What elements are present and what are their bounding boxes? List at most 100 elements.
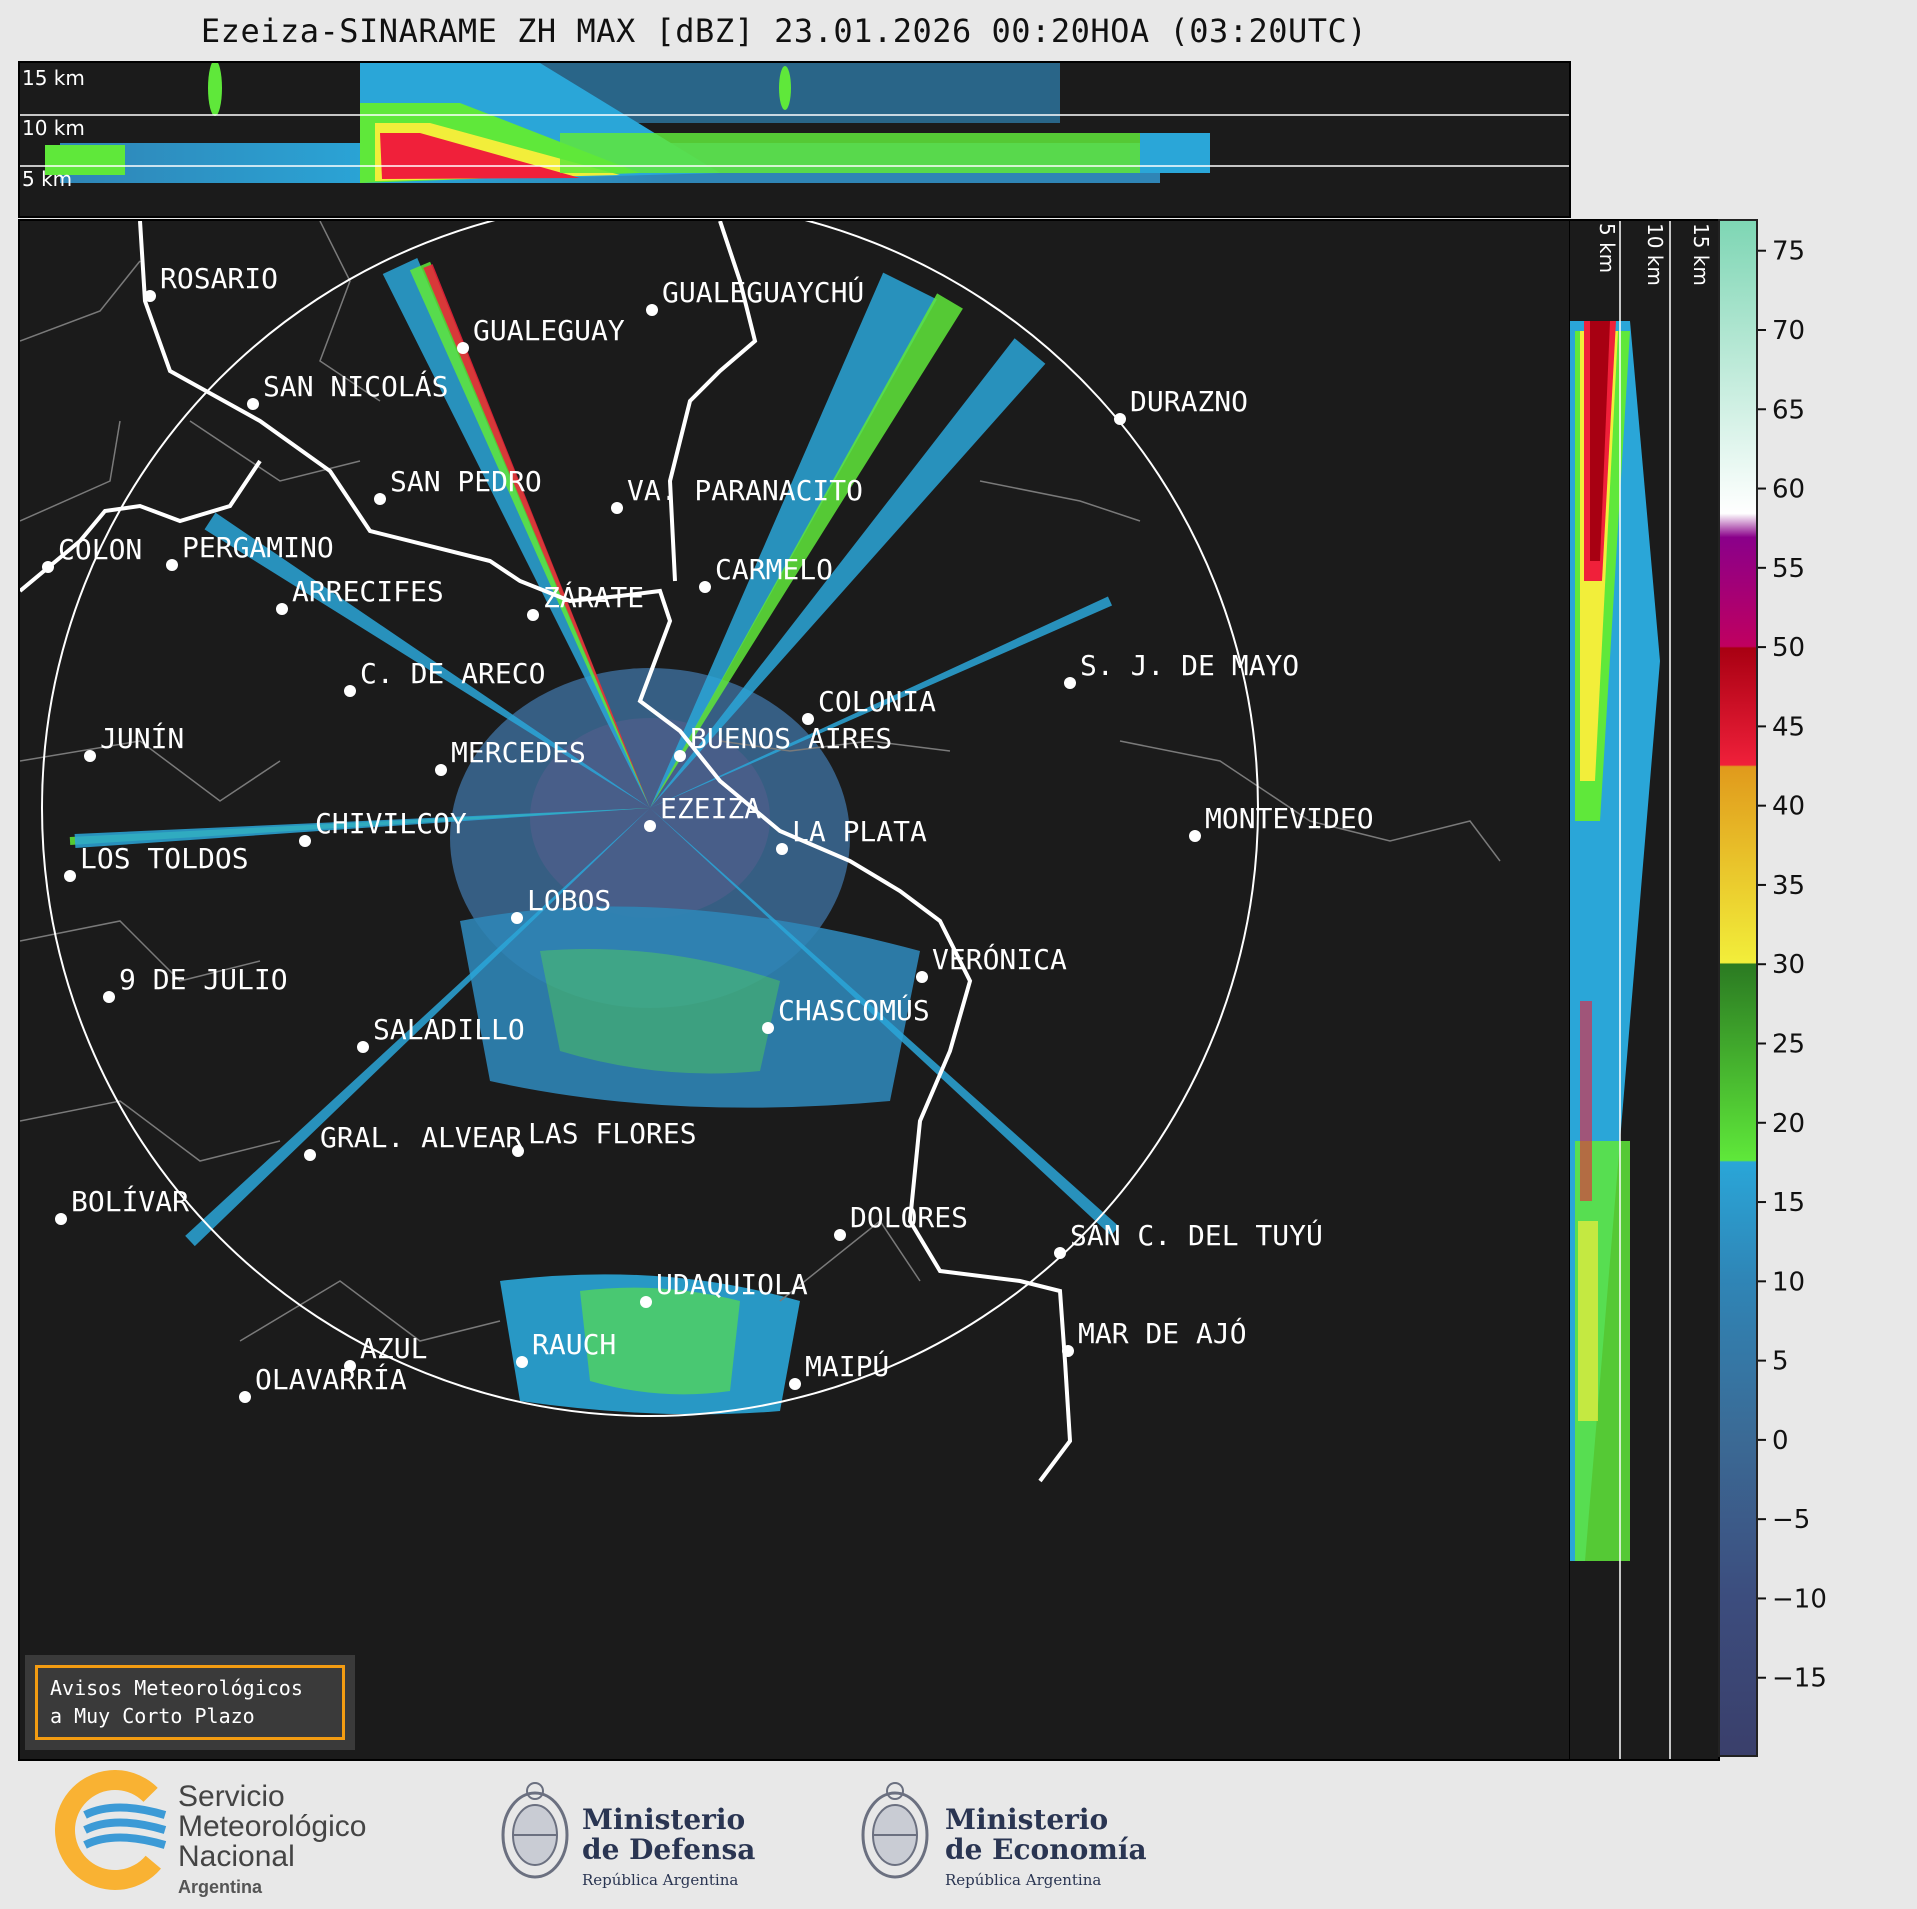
colorbar-tick-label: 25: [1772, 1029, 1805, 1059]
city-label: LOS TOLDOS: [80, 842, 249, 875]
warning-notice-frame: Avisos Meteorológicos a Muy Corto Plazo: [35, 1665, 345, 1740]
city-marker: [247, 398, 259, 410]
city-label: GUALEGUAY: [473, 314, 625, 347]
colorbar-tick-label: 20: [1772, 1109, 1805, 1139]
border-path: [239, 1280, 501, 1342]
city-marker: [527, 609, 539, 621]
ministry-line: República Argentina: [945, 1871, 1102, 1889]
city-marker: [374, 493, 386, 505]
city-label: C. DE ARECO: [360, 657, 545, 690]
smn-name: Servicio Meteorológico Nacional Argentin…: [178, 1782, 366, 1902]
city-label: SAN C. DEL TUYÚ: [1070, 1218, 1323, 1252]
city-marker: [299, 835, 311, 847]
city-label: EZEIZA: [660, 792, 761, 825]
radar-map-panel: ROSARIO GUALEGUAYCHÚ GUALEGUAY SAN NICOLÁS D…: [18, 219, 1571, 1761]
altitude-label: 10 km: [1643, 223, 1667, 286]
coat-of-arms-icon: [861, 1782, 929, 1879]
colorbar-tick-label: 55: [1772, 554, 1805, 584]
city-label: PERGAMINO: [182, 531, 334, 564]
profile-lower-yellow: [1578, 1221, 1598, 1421]
colorbar-tick-label: 50: [1772, 633, 1805, 663]
reflectivity-layer: [69, 258, 1120, 1415]
city-marker: [834, 1229, 846, 1241]
notice-line: a Muy Corto Plazo: [50, 1704, 255, 1728]
reflectivity-colorbar: [1718, 219, 1758, 1757]
border-path: [20, 740, 281, 802]
city-label: SALADILLO: [373, 1013, 525, 1046]
city-label: VA. PARANACITO: [627, 474, 863, 507]
border-path: [20, 260, 141, 342]
city-marker: [239, 1391, 251, 1403]
city-label: SAN PEDRO: [390, 465, 542, 498]
city-label: ZÁRATE: [543, 580, 644, 614]
ministry-line: de Defensa: [582, 1833, 756, 1866]
city-marker: [457, 342, 469, 354]
city-label: BUENOS AIRES: [690, 722, 892, 755]
precip-core: [540, 949, 780, 1074]
city-marker: [512, 1145, 524, 1157]
coastline: [20, 221, 1073, 1483]
city-label: CARMELO: [715, 553, 833, 586]
colorbar-tick-label: −5: [1772, 1505, 1810, 1535]
coastline-path: [20, 459, 262, 593]
city-label: DURAZNO: [1130, 385, 1248, 418]
city-marker: [55, 1213, 67, 1225]
radar-beam: [650, 808, 1120, 1236]
city-marker: [611, 502, 623, 514]
city-label: SAN NICOLÁS: [263, 369, 448, 403]
city-marker: [640, 1296, 652, 1308]
profile-green-west: [45, 145, 125, 175]
city-label: JUNÍN: [100, 721, 184, 755]
city-marker: [1114, 413, 1126, 425]
city-marker: [762, 1022, 774, 1034]
city-label: BOLÍVAR: [71, 1184, 189, 1218]
colorbar-tick-label: 60: [1772, 475, 1805, 505]
city-label: 9 DE JULIO: [119, 963, 288, 996]
altitude-label: 10 km: [22, 116, 85, 140]
warning-notice[interactable]: Avisos Meteorológicos a Muy Corto Plazo: [25, 1655, 355, 1750]
city-marker: [776, 843, 788, 855]
city-label: ROSARIO: [160, 262, 278, 295]
city-marker: [511, 912, 523, 924]
profile-cell: [779, 66, 791, 110]
colorbar-tick-label: 0: [1772, 1426, 1789, 1456]
border-path: [779, 1219, 921, 1302]
city-marker: [64, 870, 76, 882]
radar-map[interactable]: ROSARIO GUALEGUAYCHÚ GUALEGUAY SAN NICOLÁS D…: [20, 221, 1569, 1759]
radar-beam: [650, 596, 1113, 808]
ministry-line: Ministerio: [945, 1803, 1109, 1836]
city-marker: [674, 750, 686, 762]
ministry-line: de Economía: [945, 1833, 1147, 1866]
city-marker: [1054, 1247, 1066, 1259]
radar-beam: [409, 261, 650, 808]
colorbar-tick-label: 45: [1772, 712, 1805, 742]
altitude-label: 5 km: [22, 167, 72, 191]
city-label: LA PLATA: [792, 815, 927, 848]
city-marker: [916, 971, 928, 983]
city-label: MAIPÚ: [805, 1349, 889, 1383]
border-path: [189, 420, 361, 482]
radar-beam: [382, 258, 650, 808]
city-label: DOLORES: [850, 1201, 968, 1234]
precip-area: [460, 906, 920, 1108]
border-path: [20, 420, 121, 522]
radar-beam: [650, 272, 937, 808]
city-marker: [435, 764, 447, 776]
ministerio-economia: Ministerio de Economía República Argenti…: [945, 1805, 1147, 1895]
city-marker: [1064, 677, 1076, 689]
smn-line: Argentina: [178, 1877, 263, 1897]
city-label: AZUL: [360, 1332, 427, 1365]
profile-cell: [208, 63, 222, 116]
smn-line: Meteorológico: [178, 1810, 367, 1843]
border-path: [1119, 740, 1501, 862]
border-path: [319, 221, 381, 402]
city-label: GUALEGUAYCHÚ: [662, 275, 864, 309]
border-path: [979, 480, 1141, 522]
radar-beam: [650, 293, 963, 808]
radar-beam: [185, 808, 651, 1247]
city-marker: [166, 559, 178, 571]
profile-east-echo: [1140, 133, 1210, 173]
city-label: CHIVILCOY: [315, 807, 467, 840]
city-markers: ROSARIO GUALEGUAYCHÚ GUALEGUAY SAN NICOLÁS D…: [42, 262, 1374, 1403]
